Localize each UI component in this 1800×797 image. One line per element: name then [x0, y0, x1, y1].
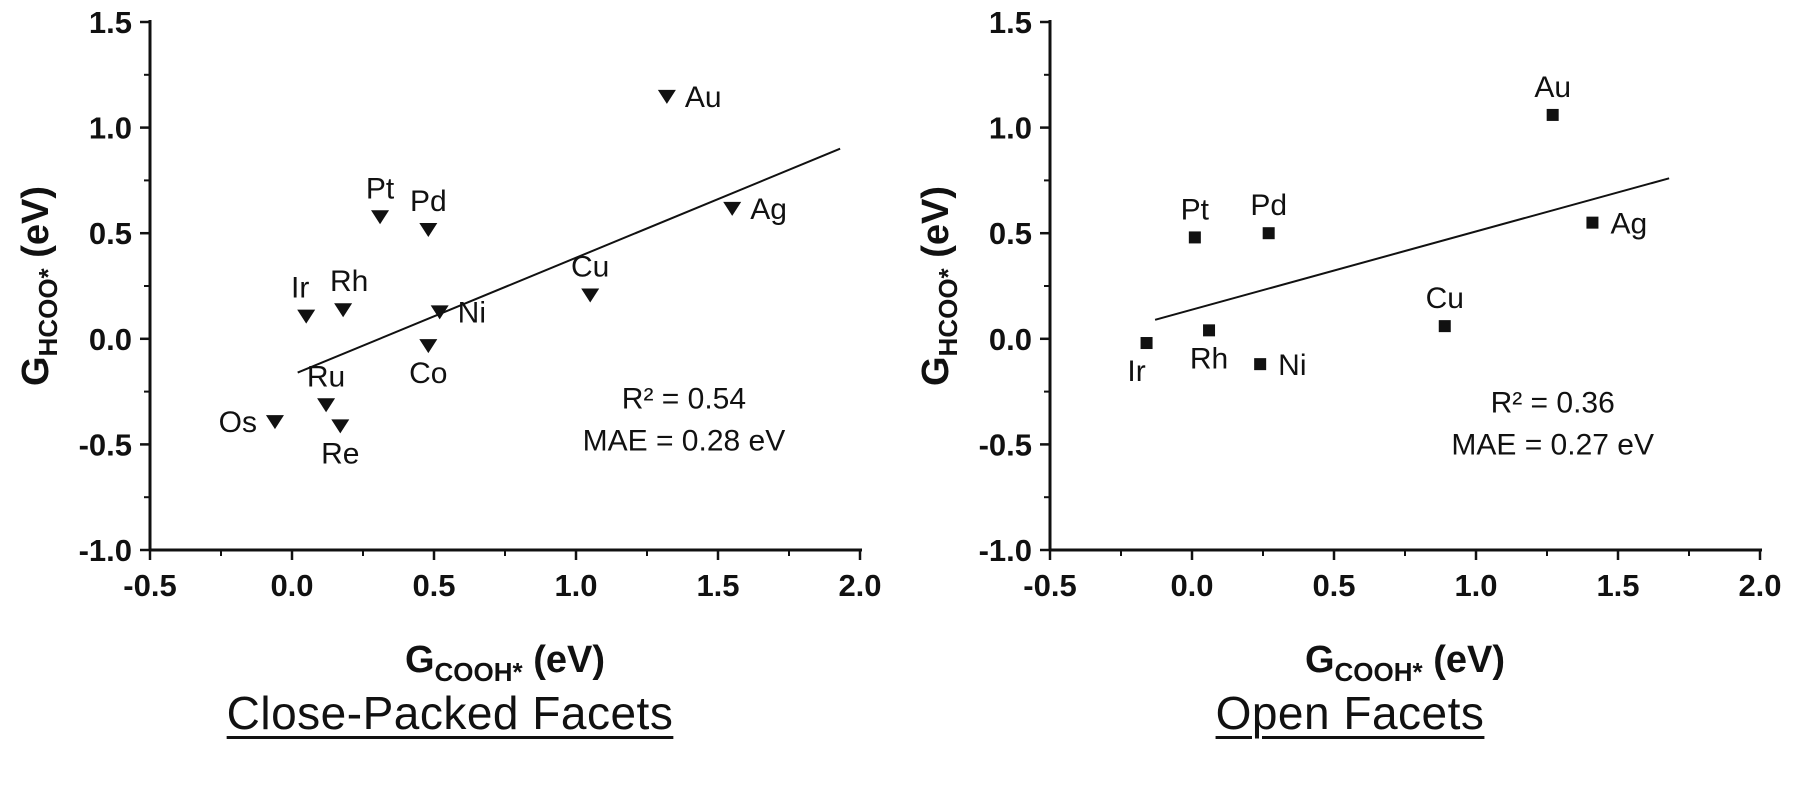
y-tick-label: -0.5: [979, 427, 1032, 462]
x-tick-label: 0.0: [1170, 568, 1213, 603]
data-point-marker: [1254, 358, 1267, 371]
data-point-label: Ir: [1127, 355, 1145, 388]
x-tick-label: 1.5: [696, 568, 739, 603]
x-tick-label: 2.0: [1738, 568, 1781, 603]
fit-line: [297, 147, 841, 374]
data-point-label: Co: [409, 357, 447, 390]
data-point-label: Pt: [366, 172, 395, 205]
x-tick-label: 1.0: [554, 568, 597, 603]
x-axis-label: GCOOH* (eV): [1305, 639, 1505, 687]
data-point-marker: [1546, 108, 1559, 121]
data-point-marker: [419, 339, 438, 354]
data-point-marker: [1262, 227, 1275, 240]
data-point-label: Rh: [330, 265, 368, 298]
data-point-label: Ru: [307, 360, 345, 393]
y-tick-label: -0.5: [79, 427, 132, 462]
data-point-marker: [331, 419, 350, 434]
data-point-label: Ir: [291, 272, 309, 305]
data-point-marker: [419, 222, 438, 237]
stats-annotation: R² = 0.54: [622, 382, 746, 415]
y-tick-label: 0.0: [89, 322, 132, 357]
chart-panel-close-packed: -0.5 0.0 0.5 1.0 1.5 2.0 -1.0 -0.5 0.0 0.5 1.0 1.5 A…: [15, 5, 882, 739]
scatter-plot-open-facets: -0.5 0.0 0.5 1.0 1.5 2.0-1.0-0.50.00.51.01.5A…: [915, 5, 1782, 687]
data-point-label: Os: [219, 406, 257, 439]
fit-line: [1154, 177, 1670, 321]
y-tick-label: 0.0: [989, 322, 1032, 357]
stats-annotation: MAE = 0.28 eV: [583, 424, 786, 457]
data-point-marker: [1140, 337, 1153, 350]
data-point-marker: [265, 415, 284, 430]
x-tick-label: -0.5: [123, 568, 176, 603]
y-tick-label: -1.0: [79, 533, 132, 568]
data-point-marker: [581, 288, 600, 303]
x-tick-label: 0.0: [270, 568, 313, 603]
data-point-marker: [1188, 231, 1201, 244]
data-point-label: Pd: [1250, 189, 1287, 222]
x-tick-label: 2.0: [838, 568, 881, 603]
data-point-label: Cu: [571, 250, 609, 283]
data-point-marker: [334, 303, 353, 318]
x-tick-label: 0.5: [412, 568, 455, 603]
stats-annotation: MAE = 0.27 eV: [1451, 429, 1654, 462]
x-tick-label: 1.5: [1596, 568, 1639, 603]
data-point-label: Rh: [1190, 342, 1228, 375]
data-point-label: Pd: [410, 185, 447, 218]
y-tick-label: 1.0: [989, 111, 1032, 146]
data-point-marker: [1203, 324, 1216, 337]
stats-annotation: R² = 0.36: [1491, 387, 1615, 420]
x-axis-label: GCOOH* (eV): [405, 639, 605, 687]
data-point-marker: [1586, 216, 1599, 229]
data-point-marker: [1438, 320, 1451, 333]
y-tick-label: 1.0: [89, 111, 132, 146]
y-tick-label: 1.5: [89, 5, 132, 40]
scatter-plot-close-packed: -0.5 0.0 0.5 1.0 1.5 2.0-1.0-0.50.00.51.01.5A…: [15, 5, 882, 687]
chart-title-close-packed: Close-Packed Facets: [226, 687, 674, 739]
data-point-label: Ni: [458, 296, 486, 329]
data-point-label: Re: [321, 437, 359, 470]
data-point-label: Ag: [750, 193, 787, 226]
data-point-label: Ag: [1610, 208, 1647, 241]
y-tick-label: 0.5: [89, 216, 132, 251]
data-point-marker: [723, 201, 742, 216]
chart-panel-open-facets: -0.5 0.0 0.5 1.0 1.5 2.0 -1.0 -0.5 0.0 0.5 1.0 1.5 A…: [900, 0, 1800, 797]
y-tick-label: 1.5: [989, 5, 1032, 40]
y-tick-label: -1.0: [979, 533, 1032, 568]
y-axis-label: GHCOO* (eV): [915, 186, 963, 386]
chart-title-open-facets: Open Facets: [1215, 687, 1485, 739]
data-point-marker: [430, 305, 449, 320]
data-point-marker: [297, 309, 316, 324]
data-point-marker: [657, 89, 676, 104]
data-point-marker: [317, 398, 336, 413]
data-point-label: Ni: [1278, 349, 1306, 382]
x-tick-label: 0.5: [1312, 568, 1355, 603]
x-tick-label: 1.0: [1454, 568, 1497, 603]
y-axis-label: GHCOO* (eV): [15, 186, 63, 386]
y-tick-label: 0.5: [989, 216, 1032, 251]
data-point-label: Pt: [1181, 193, 1210, 226]
x-tick-label: -0.5: [1023, 568, 1076, 603]
data-point-marker: [371, 210, 390, 225]
data-point-label: Cu: [1426, 282, 1464, 315]
data-point-label: Au: [1534, 71, 1571, 104]
data-point-label: Au: [685, 81, 722, 114]
